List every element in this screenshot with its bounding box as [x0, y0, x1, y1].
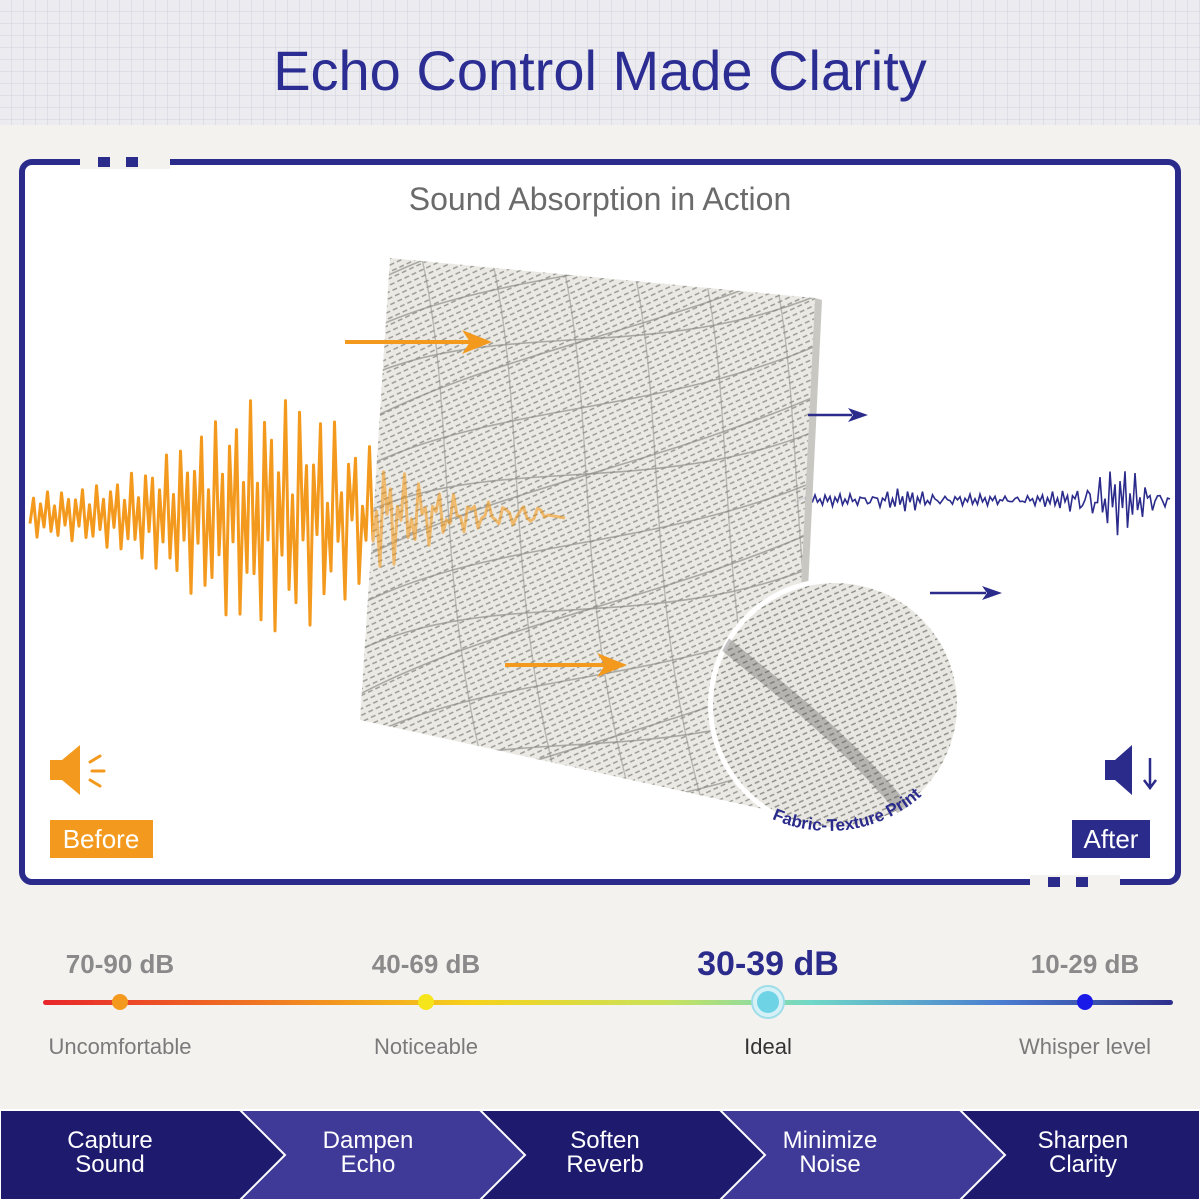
tile-line	[360, 258, 815, 346]
tile-line	[419, 258, 501, 815]
step-label: Minimize	[783, 1127, 878, 1154]
arrow-head	[462, 330, 492, 354]
lens	[713, 583, 957, 827]
subtitle: Sound Absorption in Action	[409, 181, 792, 217]
level-label: Noticeable	[374, 1034, 478, 1059]
lens-fold	[715, 634, 926, 830]
step-label: Capture	[67, 1127, 152, 1154]
step-label: Reverb	[566, 1151, 643, 1178]
tile-line	[360, 559, 815, 661]
tile-line	[360, 258, 815, 301]
before-badge	[50, 820, 153, 858]
panel-dash	[1048, 877, 1060, 887]
level-range: 10-29 dB	[1031, 949, 1139, 979]
tile-line	[360, 424, 815, 526]
title: Echo Control Made Clarity	[273, 39, 927, 102]
tile-line	[769, 258, 815, 815]
step-label: Dampen	[323, 1127, 414, 1154]
level-range: 70-90 dB	[66, 949, 174, 979]
panel-break	[80, 155, 170, 169]
level-dot	[757, 991, 779, 1013]
tile-line	[360, 389, 815, 571]
arrow-head	[982, 586, 1002, 600]
scale-levels: 70-90 dB Uncomfortable 40-69 dB Noticeable 3…	[48, 945, 1151, 1059]
level-dot	[1077, 994, 1093, 1010]
after-badge	[1072, 820, 1150, 858]
tile-line	[559, 258, 641, 815]
level-label: Uncomfortable	[48, 1034, 191, 1059]
step-label: Noise	[799, 1151, 860, 1178]
step-label: Clarity	[1049, 1151, 1117, 1178]
panel-dash	[98, 157, 110, 167]
step-chevron	[0, 1109, 287, 1200]
before-label: Before	[63, 824, 140, 854]
arrows-out	[808, 408, 1002, 600]
panel-dash	[126, 157, 138, 167]
tile-line	[360, 474, 815, 616]
level-label: Whisper level	[1019, 1034, 1151, 1059]
waves-front	[360, 399, 566, 633]
tile-line	[360, 339, 815, 481]
step-label: Sharpen	[1038, 1127, 1129, 1154]
level-dot	[112, 994, 128, 1010]
wave-before-front	[360, 399, 566, 633]
arrows-in	[345, 330, 627, 677]
arrow-head	[848, 408, 868, 422]
level-range: 30-39 dB	[697, 945, 839, 983]
level-label: Ideal	[744, 1034, 792, 1059]
arrow-head	[597, 653, 627, 677]
tile-line	[489, 258, 571, 815]
speaker-quiet	[1105, 745, 1157, 795]
step-label: Soften	[570, 1127, 639, 1154]
tile-line	[360, 289, 815, 391]
step-label: Sound	[75, 1151, 144, 1178]
speaker-loud	[50, 745, 106, 795]
level-range: 40-69 dB	[372, 949, 480, 979]
scale-bar	[43, 1000, 1173, 1005]
panel-tile	[360, 258, 815, 815]
wave-after	[794, 471, 1171, 536]
tile-line	[629, 258, 711, 815]
panel-break	[1030, 875, 1120, 889]
tile-line	[360, 524, 815, 706]
level-dot	[418, 994, 434, 1010]
after-label: After	[1084, 824, 1139, 854]
step-label: Echo	[341, 1151, 396, 1178]
panel-dash	[1076, 877, 1088, 887]
header-grid	[0, 0, 1200, 125]
